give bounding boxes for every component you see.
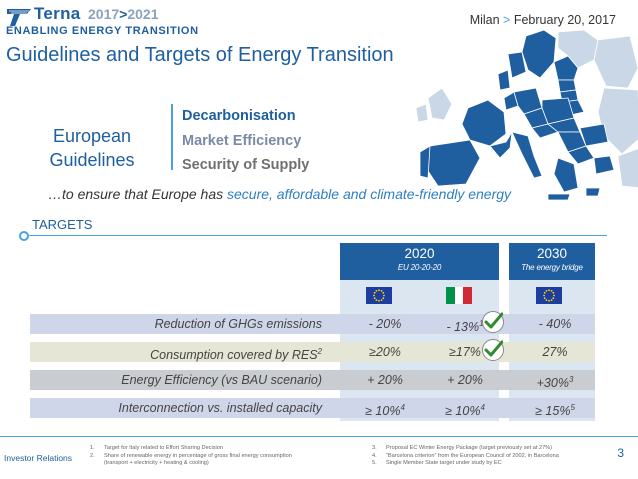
row-value-text: ≥ 10%	[445, 404, 481, 419]
footnote-number: 5.	[372, 460, 377, 466]
footnote-text: Proposal EC Winter Energy Package (targe…	[386, 445, 553, 451]
ensure-highlight: secure, affordable and climate-friendly …	[227, 186, 512, 202]
footnote-number: 3.	[372, 445, 377, 451]
footnote: (transport + electricity + heating & coo…	[90, 460, 292, 468]
row-value-2030: +30%3	[520, 370, 590, 390]
footnote: 4. “Barcelona criterion” from the Europea…	[372, 453, 559, 461]
footnote-ref: 1	[479, 319, 483, 328]
footnotes-right: 3. Proposal EC Winter Energy Package (tar…	[372, 445, 559, 468]
target-row-ghg: Reduction of GHGs emissions - 20% - 13%1…	[30, 314, 595, 334]
row-value-text: ≥ 15%	[535, 404, 571, 419]
row-value-2020-italy: + 20%	[447, 373, 483, 387]
row-value-2020-eu: ≥20%	[369, 345, 401, 359]
ensure-prefix: …to ensure that Europe has	[48, 186, 227, 202]
targets-label: TARGETS	[32, 217, 93, 232]
row-value-text: ≥ 10%	[365, 404, 401, 419]
checkmark-icon	[482, 339, 504, 361]
column-2030-subtitle: The energy bridge	[521, 263, 583, 272]
row-value-2020-eu: + 20%	[367, 373, 403, 387]
footnote-ref: 5	[570, 403, 575, 412]
logo-tagline: ENABLING ENERGY TRANSITION	[6, 25, 199, 37]
eu-flag-icon	[536, 287, 562, 304]
row-value-text: +30%	[536, 376, 569, 391]
footnote: 3. Proposal EC Winter Energy Package (tar…	[372, 445, 559, 453]
column-2020-subtitle: EU 20-20-20	[397, 263, 442, 272]
guidelines-divider	[171, 104, 173, 170]
header-date-sep: >	[503, 13, 511, 27]
guideline-decarbonisation: Decarbonisation	[182, 108, 296, 124]
column-header-2020: 2020 EU 20-20-20	[340, 243, 499, 280]
footnote-text: Share of renewable energy in percentage …	[104, 452, 292, 459]
footnote-number: 2.	[90, 452, 95, 459]
footnote-text: Target for Italy related to Effort Shari…	[104, 445, 223, 451]
row-value-text: - 13%	[446, 320, 480, 335]
footnote-number: 1.	[90, 445, 95, 451]
row-value-2020-italy: - 13%1	[425, 314, 505, 334]
footnote-ref: 3	[568, 375, 574, 384]
terna-logo-icon	[7, 9, 31, 26]
footnotes-left: 1. Target for Italy related to Effort Sha…	[90, 445, 292, 468]
eu-flag-icon	[366, 287, 392, 304]
footnote-number: 4.	[372, 452, 377, 459]
target-row-efficiency: Energy Efficiency (vs BAU scenario) + 20…	[30, 370, 595, 390]
row-value-2020-eu: - 20%	[368, 317, 402, 331]
ensure-statement: …to ensure that Europe has secure, affor…	[48, 186, 511, 202]
target-row-res: Consumption covered by RES2 ≥20% ≥17% 27…	[30, 342, 595, 362]
row-value-2030: 27%	[542, 345, 568, 359]
column-2020-year: 2020	[404, 246, 435, 261]
guidelines-label-line1: European	[52, 126, 132, 146]
european-guidelines-heading: European Guidelines	[32, 124, 152, 172]
row-value-2030: ≥ 15%5	[520, 398, 590, 418]
checkmark-icon	[482, 311, 504, 333]
italy-flag-icon	[446, 287, 473, 304]
footnote-text: (transport + electricity + heating & coo…	[104, 460, 209, 466]
column-2030-year: 2030	[536, 246, 568, 261]
guideline-security-of-supply: Security of Supply	[182, 157, 310, 173]
footnote-ref: 4	[400, 403, 405, 412]
logo-name: Terna	[34, 4, 81, 23]
europe-map-image	[415, 29, 638, 201]
logo-year-start: 2017	[88, 6, 120, 22]
page-number: 3	[617, 446, 624, 460]
footnote-ref: 2	[317, 347, 322, 356]
targets-bullet-icon	[19, 231, 29, 241]
row-label: Reduction of GHGs emissions	[154, 317, 322, 331]
targets-rule	[29, 235, 607, 236]
footer-rule	[0, 436, 638, 437]
footnote: 1. Target for Italy related to Effort Sha…	[90, 445, 292, 453]
footnote: 2. Share of renewable energy in percentag…	[90, 453, 292, 461]
column-header-2030: 2030 The energy bridge	[509, 243, 595, 280]
footnote-text: “Barcelona criterion” from the European …	[386, 452, 559, 459]
logo-year-end: 2021	[127, 6, 159, 22]
row-label: Consumption covered by RES2	[30, 342, 330, 362]
row-value-2020-italy: ≥17%	[449, 345, 481, 359]
logo-years: 2017>2021	[88, 6, 159, 22]
footnote-text: Single Member State target under study b…	[386, 460, 502, 466]
row-label-text: Consumption covered by RES	[150, 348, 318, 363]
row-value-2030: - 40%	[538, 317, 572, 331]
row-label: Energy Efficiency (vs BAU scenario)	[121, 373, 322, 387]
header-location-date: Milan > February 20, 2017	[470, 13, 616, 27]
footnote: 5. Single Member State target under study…	[372, 460, 559, 468]
footnote-ref: 4	[480, 403, 485, 412]
header-location: Milan	[469, 13, 500, 27]
logo-year-sep: >	[119, 6, 128, 22]
header-date: February 20, 2017	[513, 13, 616, 27]
row-value-2020-eu: ≥ 10%4	[350, 398, 420, 418]
guideline-market-efficiency: Market Efficiency	[182, 133, 302, 149]
guidelines-label-line2: Guidelines	[49, 150, 135, 170]
footer-investor-relations: Investor Relations	[4, 453, 73, 463]
row-value-2020-italy: ≥ 10%4	[425, 398, 505, 418]
target-row-interconnection: Interconnection vs. installed capacity ≥…	[30, 398, 595, 418]
page-title: Guidelines and Targets of Energy Transit…	[6, 44, 394, 66]
row-label: Interconnection vs. installed capacity	[118, 401, 322, 415]
